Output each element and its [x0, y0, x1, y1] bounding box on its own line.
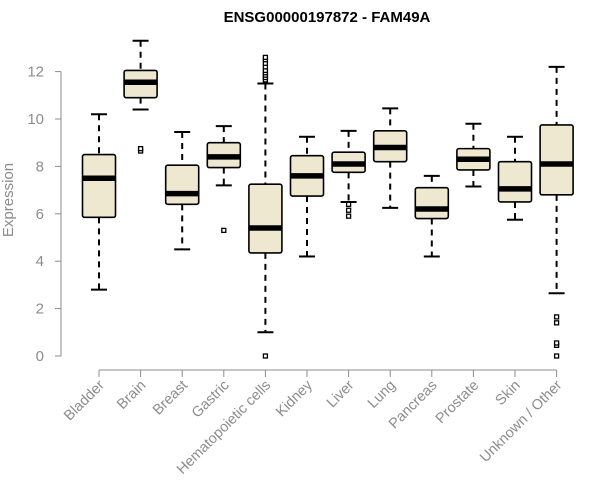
- x-category-label: Breast: [150, 378, 191, 419]
- iqr-box: [81, 153, 117, 219]
- box-series: [81, 39, 574, 359]
- box-hematopoietic-cells: [248, 54, 283, 359]
- x-category-label: Bladder: [61, 377, 108, 424]
- outlier-point: [345, 213, 352, 219]
- x-category-label: Skin: [493, 378, 524, 409]
- chart-title: ENSG00000197872 - FAM49A: [224, 9, 431, 26]
- box-lung: [372, 107, 408, 209]
- box-pancreas: [414, 174, 450, 258]
- y-tick-label: 6: [36, 206, 44, 223]
- outlier-point: [553, 353, 560, 359]
- x-category-label: Kidney: [273, 377, 316, 420]
- iqr-box: [497, 160, 533, 203]
- iqr-box: [248, 183, 283, 254]
- box-bladder: [81, 113, 117, 291]
- box-brain: [123, 39, 158, 154]
- outlier-point: [553, 314, 560, 320]
- outlier-point: [345, 201, 352, 207]
- outlier-point: [262, 54, 269, 61]
- box-breast: [164, 131, 200, 251]
- iqr-box: [164, 164, 200, 206]
- x-category-label: Brain: [114, 378, 149, 413]
- x-category-label: Lung: [365, 378, 399, 412]
- box-gastric: [206, 125, 242, 234]
- outlier-point: [345, 207, 352, 213]
- box-liver: [331, 129, 366, 219]
- outlier-point: [221, 227, 227, 234]
- x-category-label: Liver: [324, 377, 358, 411]
- outlier-point: [553, 320, 560, 326]
- y-tick-label: 4: [36, 253, 44, 270]
- outlier-point: [553, 340, 560, 346]
- outlier-point: [262, 353, 269, 359]
- y-tick-label: 10: [27, 111, 44, 128]
- y-tick-label: 8: [36, 158, 44, 175]
- x-category-label: Prostate: [433, 378, 482, 427]
- box-unknown-other: [539, 65, 574, 359]
- iqr-box: [414, 186, 450, 220]
- box-skin: [497, 135, 533, 221]
- y-tick-label: 12: [27, 64, 44, 81]
- iqr-box: [539, 124, 574, 196]
- y-axis: 0 2 4 6 8 10 12: [27, 64, 62, 365]
- y-tick-label: 2: [36, 301, 44, 318]
- outlier-point: [137, 145, 144, 152]
- y-axis-label: Expression: [0, 163, 17, 237]
- box-prostate: [456, 122, 491, 188]
- box-kidney: [289, 135, 325, 258]
- y-tick-label: 0: [36, 348, 44, 365]
